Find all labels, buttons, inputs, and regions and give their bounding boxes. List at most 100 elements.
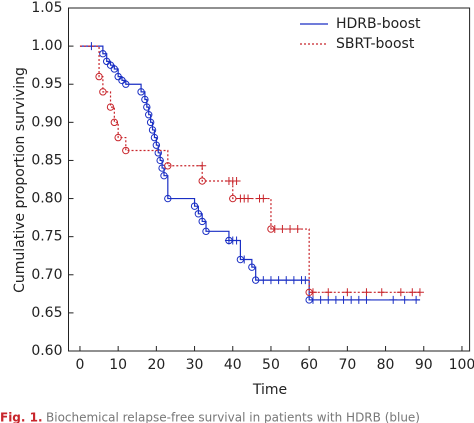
event-marker bbox=[198, 217, 206, 226]
censor-marker bbox=[266, 276, 275, 285]
y-tick-label: 0.95 bbox=[31, 76, 62, 92]
event-marker bbox=[114, 72, 122, 81]
censor-marker bbox=[286, 225, 295, 234]
x-tick-label: 10 bbox=[109, 357, 127, 373]
censor-marker bbox=[408, 288, 417, 297]
censor-marker bbox=[331, 295, 340, 304]
legend-label: SBRT-boost bbox=[336, 36, 415, 52]
x-axis-label: Time bbox=[252, 382, 287, 398]
censor-marker bbox=[324, 288, 333, 297]
y-tick-label: 0.65 bbox=[31, 305, 62, 321]
censor-marker bbox=[347, 295, 356, 304]
y-tick-label: 0.60 bbox=[31, 343, 62, 359]
censor-marker bbox=[289, 276, 298, 285]
event-marker bbox=[194, 210, 203, 218]
censor-marker bbox=[396, 288, 405, 297]
y-axis-label: Cumulative proportion surviving bbox=[12, 67, 28, 293]
event-marker bbox=[143, 103, 151, 111]
legend-label: HDRB-boost bbox=[336, 16, 421, 32]
censor-marker bbox=[389, 295, 398, 304]
event-marker bbox=[122, 146, 130, 155]
event-marker bbox=[114, 133, 122, 142]
event-marker bbox=[156, 156, 164, 165]
censor-marker bbox=[293, 225, 302, 234]
x-tick-label: 80 bbox=[377, 357, 395, 373]
y-tick-label: 0.70 bbox=[31, 267, 62, 283]
censor-marker bbox=[278, 225, 287, 234]
y-tick-label: 0.80 bbox=[31, 191, 62, 207]
event-marker bbox=[106, 103, 115, 111]
y-tick-label: 0.90 bbox=[31, 114, 62, 130]
censor-marker bbox=[324, 295, 333, 304]
event-marker bbox=[110, 65, 119, 73]
event-marker bbox=[145, 111, 153, 119]
censor-marker bbox=[400, 295, 409, 304]
censor-marker bbox=[362, 295, 371, 304]
caption-text: Biochemical relapse-free survival in pat… bbox=[46, 411, 420, 423]
censor-marker bbox=[316, 295, 325, 304]
event-marker bbox=[118, 76, 126, 85]
x-tick-label: 50 bbox=[262, 357, 280, 373]
censor-marker bbox=[240, 255, 249, 264]
event-marker bbox=[148, 126, 157, 134]
event-marker bbox=[106, 61, 115, 69]
event-marker bbox=[99, 50, 107, 58]
censor-marker bbox=[259, 276, 268, 285]
censor-marker bbox=[270, 225, 279, 234]
y-tick-label: 0.85 bbox=[31, 152, 62, 168]
censor-marker bbox=[308, 288, 317, 297]
x-tick-label: 70 bbox=[338, 357, 356, 373]
event-marker bbox=[198, 177, 206, 185]
event-marker bbox=[146, 118, 155, 127]
censor-marker bbox=[415, 288, 424, 297]
event-marker bbox=[95, 72, 103, 81]
event-marker bbox=[137, 88, 145, 96]
event-marker bbox=[164, 162, 172, 170]
event-marker bbox=[251, 276, 260, 284]
event-marker bbox=[152, 141, 161, 149]
x-tick-label: 20 bbox=[147, 357, 165, 373]
y-tick-label: 1.05 bbox=[31, 0, 62, 16]
event-marker bbox=[122, 80, 130, 88]
censor-marker bbox=[377, 288, 386, 297]
x-tick-label: 60 bbox=[300, 357, 318, 373]
survival-curve bbox=[79, 45, 420, 293]
event-marker bbox=[229, 194, 237, 203]
censor-marker bbox=[339, 295, 348, 304]
event-marker bbox=[202, 227, 210, 236]
censor-marker bbox=[274, 276, 283, 285]
event-marker bbox=[103, 57, 111, 66]
event-marker bbox=[154, 149, 162, 157]
censor-marker bbox=[232, 236, 241, 245]
y-tick-label: 1.00 bbox=[31, 38, 62, 54]
censor-marker bbox=[259, 194, 268, 203]
event-marker bbox=[99, 88, 107, 96]
censor-marker bbox=[198, 161, 207, 170]
x-tick-label: 100 bbox=[449, 357, 474, 373]
event-marker bbox=[164, 194, 172, 203]
censor-marker bbox=[308, 295, 317, 304]
censor-marker bbox=[412, 295, 421, 304]
event-marker bbox=[160, 171, 168, 180]
x-tick-label: 30 bbox=[186, 357, 204, 373]
plot-frame bbox=[68, 7, 471, 352]
event-marker bbox=[248, 263, 256, 271]
censor-marker bbox=[244, 194, 253, 203]
y-tick-label: 0.75 bbox=[31, 229, 62, 245]
censor-marker bbox=[301, 276, 310, 285]
censor-marker bbox=[362, 288, 371, 297]
x-tick-label: 40 bbox=[224, 357, 242, 373]
event-marker bbox=[190, 202, 199, 210]
censor-marker bbox=[343, 288, 352, 297]
caption-label: Fig. 1. bbox=[0, 411, 43, 423]
survival-curve bbox=[79, 45, 420, 301]
censor-marker bbox=[354, 295, 363, 304]
censor-marker bbox=[232, 177, 241, 186]
event-marker bbox=[141, 95, 149, 104]
censor-marker bbox=[282, 276, 291, 285]
x-tick-label: 0 bbox=[75, 357, 84, 373]
event-marker bbox=[150, 133, 159, 142]
x-tick-label: 90 bbox=[415, 357, 433, 373]
